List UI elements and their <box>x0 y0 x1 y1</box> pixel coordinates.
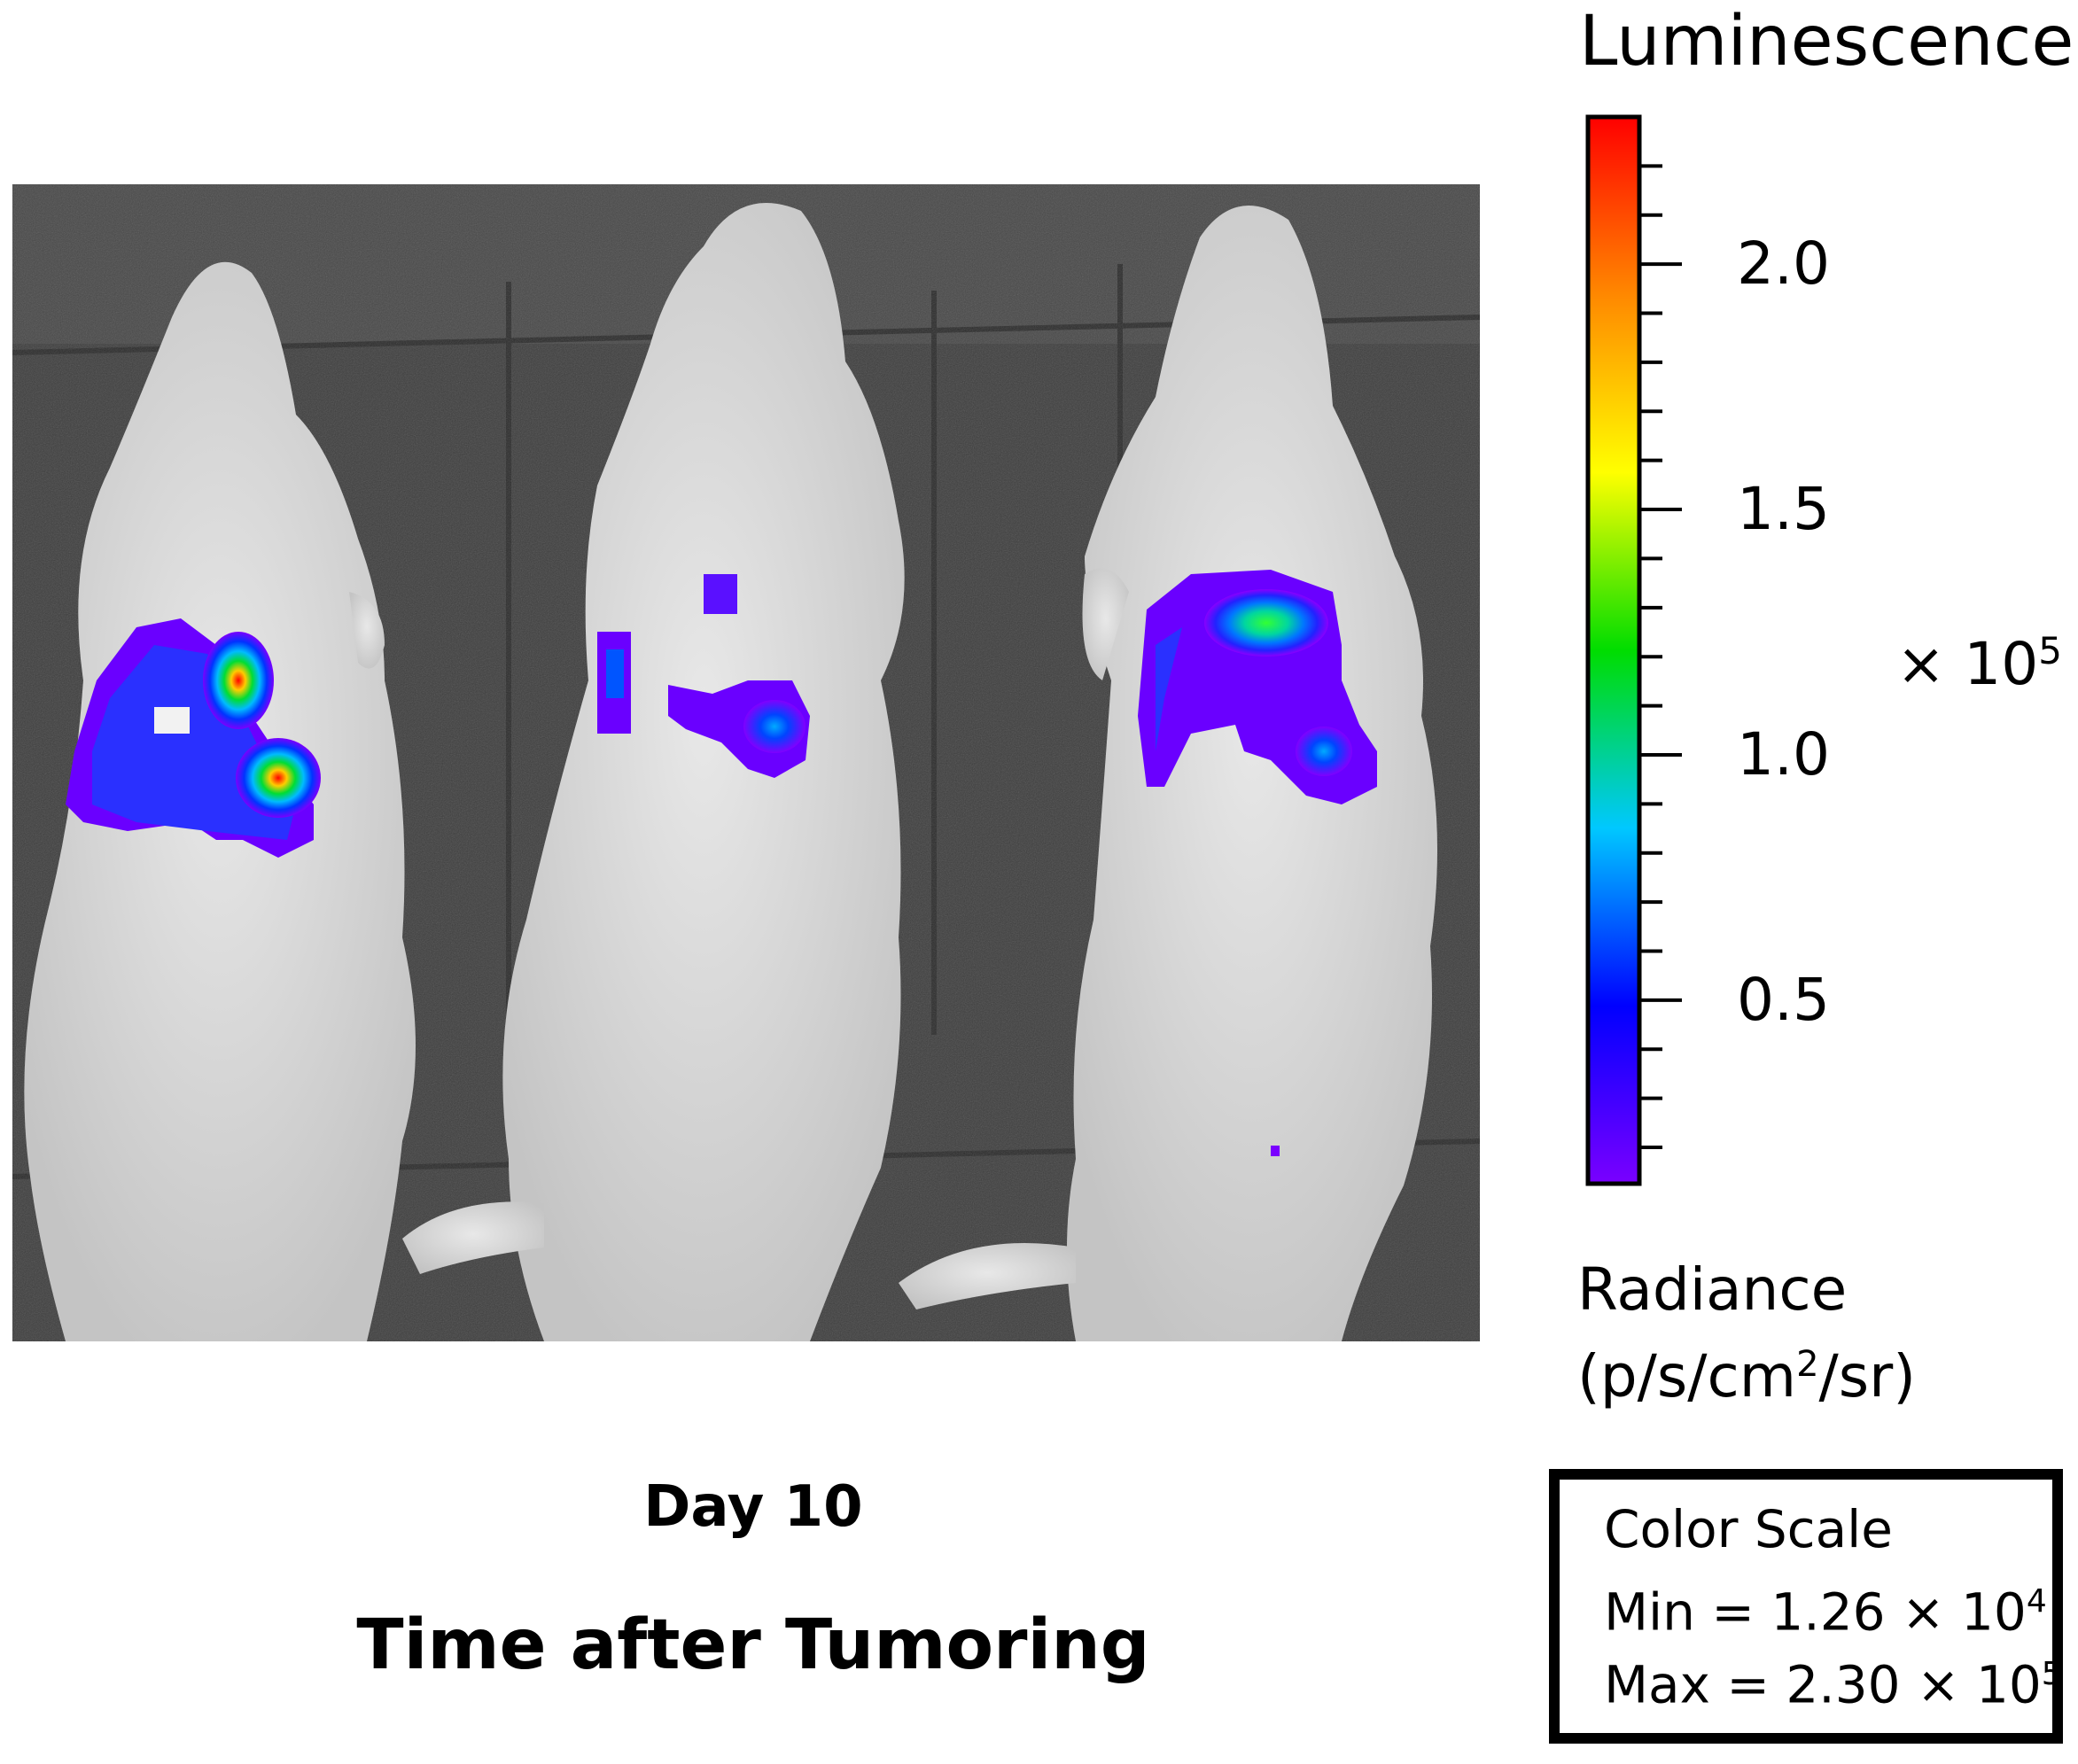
mouse-right <box>899 206 1437 1341</box>
tick-label: 1.5 <box>1737 475 1830 544</box>
scale-min-exponent: 4 <box>2026 1583 2047 1620</box>
unit-exponent: 2 <box>1796 1344 1819 1385</box>
mouse-photo <box>12 184 1480 1341</box>
color-bar <box>1585 114 1682 1186</box>
scale-min: Min = 1.26 × 104 <box>1604 1566 2047 1647</box>
tick-label: 2.0 <box>1737 229 1830 299</box>
multiplier-label: × 105 <box>1896 620 2062 695</box>
unit-prefix: (p/s/cm <box>1577 1342 1797 1410</box>
multiplier-base: × 10 <box>1896 630 2039 698</box>
signal-mouse-right <box>1138 570 1377 1156</box>
color-scale-box: Color Scale Min = 1.26 × 104 Max = 2.30 … <box>1549 1469 2063 1744</box>
day-caption: Day 10 <box>643 1474 863 1540</box>
scale-title: Color Scale <box>1604 1499 1893 1559</box>
time-caption: Time after Tumoring <box>356 1605 1150 1685</box>
legend-title: Luminescence <box>1579 2 2074 82</box>
signal-mouse-middle <box>597 574 810 778</box>
scale-max-text: Max = 2.30 × 10 <box>1604 1654 2042 1715</box>
unit-title: Radiance <box>1577 1255 1848 1324</box>
mouse-middle <box>402 203 905 1341</box>
unit-label: Radiance (p/s/cm2/sr) <box>1577 1253 1916 1414</box>
signal-mouse-left <box>66 618 321 858</box>
scale-min-text: Min = 1.26 × 10 <box>1604 1581 2027 1643</box>
scale-max: Max = 2.30 × 105 <box>1604 1639 2062 1720</box>
multiplier-exponent: 5 <box>2038 629 2062 672</box>
color-bar-gradient <box>1585 114 1642 1186</box>
unit-suffix: /sr) <box>1818 1342 1917 1410</box>
unit-expression: (p/s/cm2/sr) <box>1577 1327 1916 1414</box>
tick-label: 0.5 <box>1737 965 1830 1034</box>
tick-label: 1.0 <box>1737 719 1830 789</box>
scale-max-exponent: 5 <box>2041 1656 2062 1692</box>
